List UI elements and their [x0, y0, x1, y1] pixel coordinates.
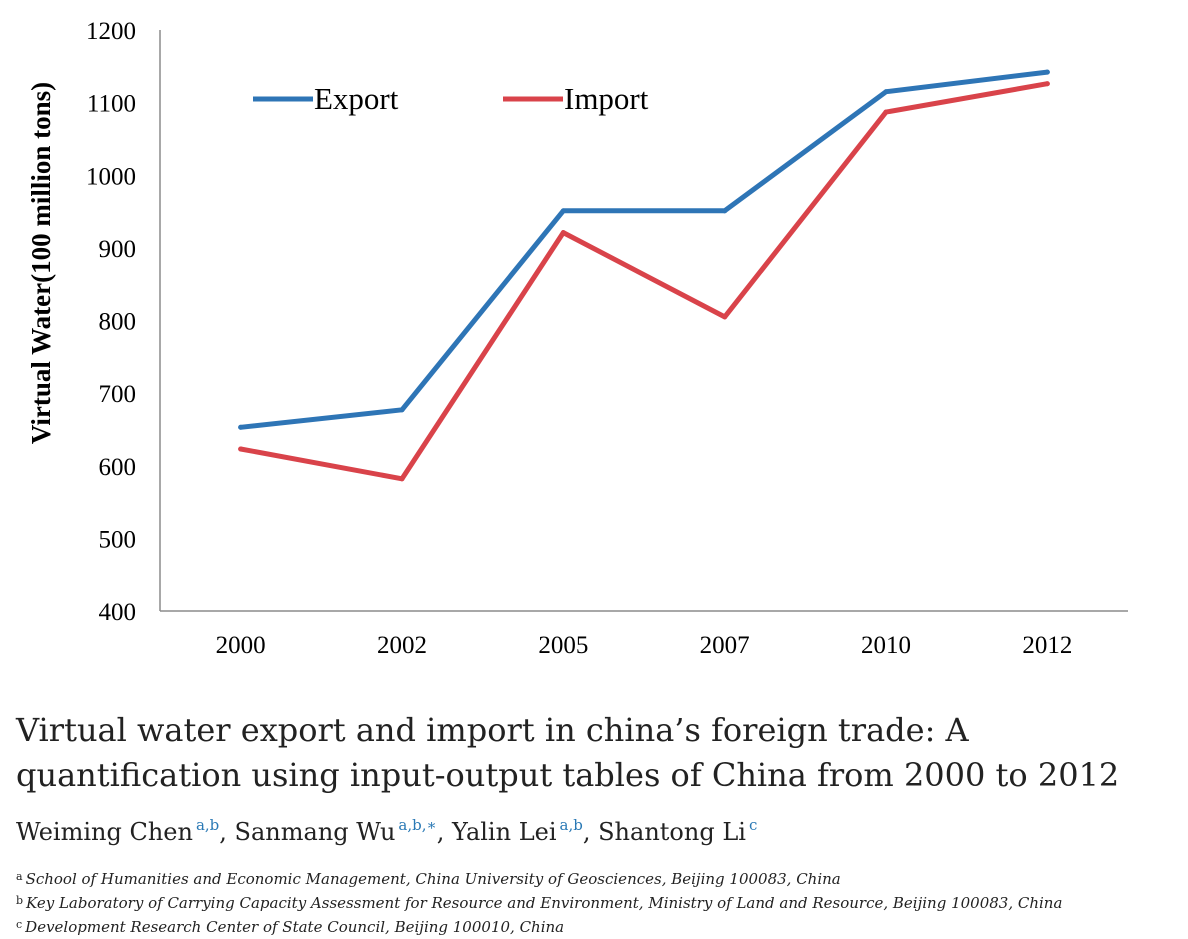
- data-point-import: [883, 109, 889, 115]
- y-tick-label: 1000: [86, 163, 136, 190]
- x-tick-label: 2002: [377, 632, 427, 659]
- series-line-import: [238, 81, 1050, 482]
- author-affiliation-marks[interactable]: a,b,∗: [398, 816, 437, 834]
- data-point-export: [238, 424, 244, 430]
- data-point-export: [560, 208, 566, 214]
- legend-label-import: Import: [564, 81, 649, 116]
- author-separator: ,: [219, 818, 235, 846]
- x-tick-label: 2000: [216, 632, 266, 659]
- affiliation-item: a School of Humanities and Economic Manag…: [16, 866, 1176, 890]
- y-tick-label: 700: [99, 381, 137, 408]
- data-point-export: [1044, 69, 1050, 75]
- affiliation-text: School of Humanities and Economic Manage…: [25, 870, 841, 888]
- affiliation-mark: a: [16, 870, 23, 883]
- legend-label-export: Export: [314, 81, 399, 116]
- data-point-export: [883, 89, 889, 95]
- author-affiliation-marks[interactable]: a,b: [195, 816, 220, 834]
- author-name[interactable]: Sanmang Wu: [234, 818, 396, 846]
- author-separator: ,: [582, 818, 599, 846]
- affiliation-item: c Development Research Center of State Co…: [16, 914, 1176, 938]
- x-tick-label: 2007: [700, 632, 750, 659]
- author-affiliation-marks[interactable]: a,b: [559, 816, 583, 834]
- paper-title: Virtual water export and import in china…: [16, 711, 1120, 794]
- affiliation-list: a School of Humanities and Economic Manag…: [16, 866, 1176, 938]
- y-tick-label: 1200: [86, 18, 136, 45]
- y-axis-label: Virtual Water(100 million tons): [26, 82, 56, 444]
- author-name[interactable]: Shantong Li: [598, 818, 746, 846]
- y-tick-label: 1100: [87, 91, 136, 118]
- series-line-export: [238, 69, 1050, 430]
- affiliation-text: Key Laboratory of Carrying Capacity Asse…: [26, 894, 1063, 912]
- y-tick-label: 500: [99, 526, 137, 553]
- y-tick-label: 400: [99, 599, 137, 626]
- data-point-import: [722, 314, 728, 320]
- author-name[interactable]: Yalin Lei: [451, 818, 557, 846]
- line-chart: Virtual Water(100 million tons) 400 500 60…: [26, 18, 1128, 659]
- y-tick-label: 900: [99, 236, 137, 263]
- data-point-import: [1044, 81, 1050, 87]
- affiliation-mark: b: [16, 894, 24, 907]
- author-list: Weiming Chen a,b, Sanmang Wu a,b,∗, Yalin …: [16, 816, 757, 846]
- affiliation-item: b Key Laboratory of Carrying Capacity Ass…: [16, 890, 1176, 914]
- x-tick-label: 2005: [538, 632, 588, 659]
- author-name[interactable]: Weiming Chen: [16, 818, 193, 846]
- y-tick-label: 600: [99, 454, 137, 481]
- data-point-import: [238, 446, 244, 452]
- data-point-import: [560, 230, 566, 236]
- author-separator: ,: [436, 818, 452, 846]
- data-point-import: [399, 476, 405, 482]
- author-affiliation-marks[interactable]: c: [748, 816, 758, 834]
- y-tick-label: 800: [99, 309, 137, 336]
- x-tick-label: 2012: [1022, 632, 1072, 659]
- affiliation-text: Development Research Center of State Cou…: [25, 918, 565, 936]
- affiliation-mark: c: [16, 918, 23, 931]
- x-tick-label: 2010: [861, 632, 911, 659]
- data-point-export: [722, 208, 728, 214]
- data-point-export: [399, 407, 405, 413]
